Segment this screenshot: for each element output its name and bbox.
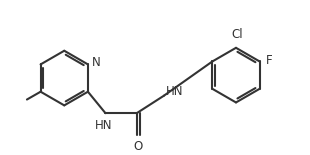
Text: Cl: Cl — [231, 28, 243, 41]
Text: HN: HN — [95, 119, 112, 132]
Text: O: O — [134, 140, 143, 153]
Text: N: N — [92, 56, 100, 69]
Text: F: F — [265, 54, 272, 67]
Text: HN: HN — [166, 85, 184, 98]
